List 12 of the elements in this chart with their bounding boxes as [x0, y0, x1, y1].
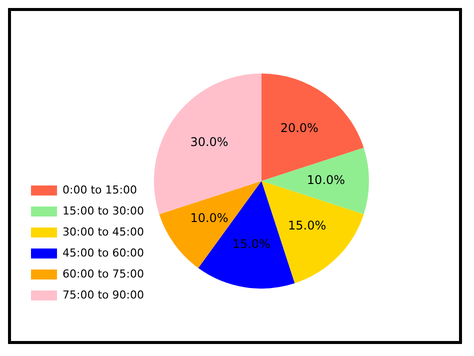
- legend-label: 45:00 to 60:00: [62, 246, 144, 260]
- data-label: 20.0%: [280, 120, 318, 135]
- legend-label: 15:00 to 30:00: [62, 204, 144, 218]
- legend-label: 30:00 to 45:00: [62, 225, 144, 238]
- data-label: 15.0%: [288, 218, 326, 233]
- legend-label: 60:00 to 75:00: [62, 267, 144, 280]
- legend-label: 0:00 to 15:00: [62, 183, 137, 196]
- data-label: 30.0%: [190, 135, 228, 150]
- data-label: 10.0%: [306, 173, 346, 188]
- data-label: 10.0%: [190, 211, 228, 226]
- data-label: 15.0%: [232, 236, 270, 251]
- legend-label: 75:00 to 90:00: [62, 288, 144, 302]
